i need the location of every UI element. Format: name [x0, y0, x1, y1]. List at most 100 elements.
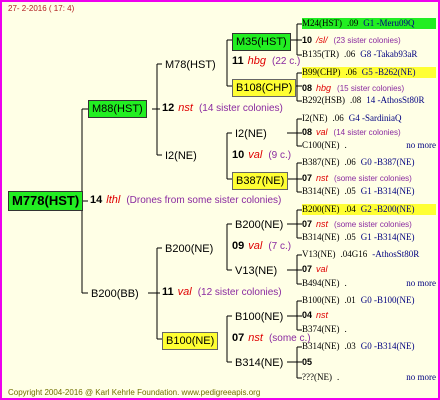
ancestor: B314(NE) .05 G1 -B314(NE) [302, 186, 436, 197]
mating-number: 05 [302, 357, 313, 367]
mating: 07 nst (some c.) [232, 332, 311, 345]
mating-race: /sl/ [316, 35, 328, 45]
ancestor-score: .06 [332, 113, 344, 123]
ancestor: B314(NE) .05 G1 -B314(NE) [302, 232, 436, 243]
bee-node: I2(NE) [235, 128, 267, 140]
bee-node: M35(HST) [232, 33, 291, 51]
ancestor-id: ???(NE) [302, 372, 332, 382]
ancestor-info: G2 -B200(NE) [360, 204, 415, 214]
bee-node: I2(NE) [165, 150, 197, 162]
bee-node: V13(NE) [235, 265, 278, 277]
ancestor-score: .05 [344, 232, 356, 242]
ancestor-info: G8 -Takab93aR [360, 49, 418, 59]
mating-note: (some sister colonies) [334, 220, 412, 229]
ancestor-score: .01 [344, 295, 356, 305]
mating: 08 val (14 sister colonies) [302, 126, 401, 139]
mating: 07 nst (some sister colonies) [302, 218, 412, 231]
mating-race: val [177, 286, 192, 298]
ancestor-info: G1 -B314(NE) [360, 232, 415, 242]
bee-node: B387(NE) [232, 172, 289, 190]
bee-node: B100(NE) [162, 332, 219, 350]
mating-note: (15 sister colonies) [337, 84, 405, 93]
mating-note: (23 sister colonies) [333, 36, 401, 45]
ancestor-score: .05 [344, 186, 356, 196]
ancestor-id: I2(NE) [302, 113, 328, 123]
ancestor-info: G1 -Meru09Q [363, 18, 415, 28]
ancestor: B135(TR) .06 G8 -Takab93aR [302, 49, 436, 60]
mating-number: 08 [302, 83, 313, 93]
mating-note: (14 sister colonies) [333, 128, 401, 137]
ancestor-id: B292(HSB) [302, 95, 346, 105]
mating-number: 09 [232, 240, 245, 252]
ancestor-score: .06 [344, 49, 356, 59]
ancestor-info: G1 -B314(NE) [360, 186, 415, 196]
mating-note: (22 c.) [272, 56, 301, 67]
ancestor: I2(NE) .06 G4 -SardiniaQ [302, 113, 436, 124]
mating-note: (7 c.) [268, 241, 292, 252]
bee-node: B314(NE) [235, 357, 284, 369]
mating-number: 10 [302, 35, 313, 45]
mating-race: lthl [106, 194, 121, 206]
mating: 11 val (12 sister colonies) [162, 286, 282, 299]
ancestor-info: no more [406, 278, 436, 288]
ancestor-id: B387(NE) [302, 157, 340, 167]
mating-race: val [248, 149, 263, 161]
ancestor-info: no more [406, 140, 436, 150]
ancestor-score: .06 [345, 67, 357, 77]
ancestor-info: G5 -B262(NE) [361, 67, 416, 77]
mating-note: (14 sister colonies) [198, 103, 283, 114]
mating-number: 08 [302, 127, 313, 137]
ancestor-score: . [336, 372, 340, 382]
ancestor: B99(CHP) .06 G5 -B262(NE) [302, 67, 436, 78]
ancestor-id: B200(NE) [302, 204, 340, 214]
mating-race: nst [178, 102, 193, 114]
ancestor-id: M24(HST) [302, 18, 342, 28]
mating-number: 07 [302, 219, 313, 229]
ancestor: V13(NE) .04G16 -AthosSt80R [302, 249, 436, 260]
mating: 14 lthl (Drones from some sister colonies) [90, 194, 281, 207]
mating: 08 hbg (15 sister colonies) [302, 82, 404, 95]
ancestor-id: C100(NE) [302, 140, 340, 150]
mating-race: hbg [247, 55, 266, 67]
mating: 10/sl/ (23 sister colonies) [302, 34, 401, 47]
ancestor-info: G0 -B100(NE) [360, 295, 415, 305]
mating: 07 nst (some sister colonies) [302, 172, 412, 185]
ancestor-score: .09 [347, 18, 359, 28]
ancestor-id: B314(NE) [302, 341, 340, 351]
ancestor-id: B135(TR) [302, 49, 339, 59]
ancestor-score: .04 [344, 204, 356, 214]
mating-number: 11 [162, 286, 174, 298]
date: 27- 2-2016 ( 17: 4) [8, 4, 75, 13]
mating-note: (Drones from some sister colonies) [126, 195, 282, 206]
ancestor-id: B374(NE) [302, 324, 340, 334]
ancestor: B494(NE). no more [302, 278, 436, 289]
mating: 12 nst (14 sister colonies) [162, 102, 283, 115]
ancestor-info: 14 -AthosSt80R [366, 95, 425, 105]
ancestor: B314(NE) .03 G0 -B314(NE) [302, 341, 436, 352]
ancestor-score: .06 [344, 157, 356, 167]
ancestor-id: B314(NE) [302, 232, 340, 242]
copyright: Copyright 2004-2016 @ Karl Kehrle Founda… [8, 388, 261, 397]
mating-race: nst [316, 219, 329, 229]
ancestor-score: . [344, 324, 347, 334]
mating: 05 [302, 356, 316, 369]
ancestor: M24(HST) .09 G1 -Meru09Q [302, 18, 436, 29]
mating-race: nst [316, 310, 329, 320]
ancestor: C100(NE). no more [302, 140, 436, 151]
ancestor-info: G0 -B387(NE) [360, 157, 415, 167]
ancestor-id: B100(NE) [302, 295, 340, 305]
mating-race: val [316, 127, 328, 137]
ancestor-id: B99(CHP) [302, 67, 341, 77]
ancestor-score: .03 [344, 341, 356, 351]
mating-race: nst [248, 332, 263, 344]
ancestor-id: B494(NE) [302, 278, 340, 288]
bee-node: B200(NE) [165, 243, 214, 255]
mating-number: 07 [232, 332, 245, 344]
ancestor-id: V13(NE) [302, 249, 336, 259]
bee-node: B108(CHP) [232, 79, 297, 97]
mating-number: 11 [232, 55, 244, 67]
mating-number: 14 [90, 194, 103, 206]
bee-node: B200(NE) [235, 219, 284, 231]
ancestor-score: .04G16 [340, 249, 368, 259]
